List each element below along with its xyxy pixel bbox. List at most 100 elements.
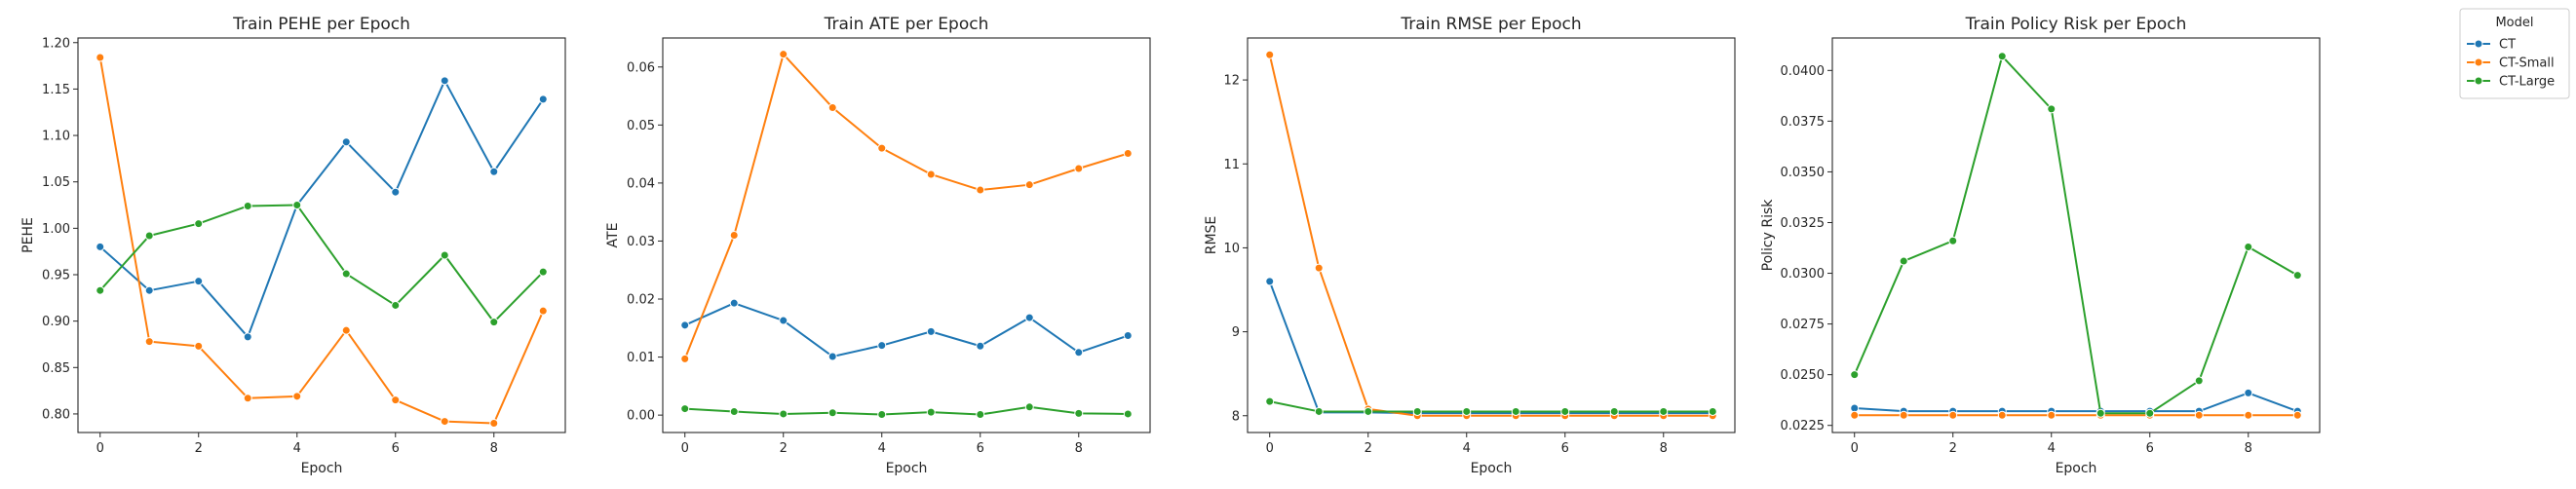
data-point-ct-small bbox=[1899, 410, 1908, 420]
data-point-ct-large bbox=[1511, 406, 1520, 416]
chart-panel-3: 0 2 4 6 8 8 9 10 11 12 Train RMSE per Epoch Epoch RM… bbox=[1204, 15, 1736, 476]
data-point-ct bbox=[96, 242, 105, 251]
legend-label-ct-small: CT-Small bbox=[2499, 56, 2555, 71]
data-point-ct-large bbox=[680, 404, 690, 414]
series-line-ct-small bbox=[1268, 55, 1713, 417]
data-point-ct-small bbox=[144, 337, 154, 347]
data-point-ct-large bbox=[1708, 406, 1717, 416]
data-point-ct-large bbox=[2145, 408, 2155, 418]
chart-panel-1: 0 2 4 6 8 0.80 0.85 0.90 0.95 1.00 1.05 1.10 1.15 1.2… bbox=[20, 15, 566, 476]
y-axis-label: ATE bbox=[605, 223, 621, 248]
y-tick-label: 0.0400 bbox=[1781, 64, 1826, 79]
x-tick-label: 0 bbox=[96, 441, 104, 456]
data-point-ct-large bbox=[194, 219, 204, 229]
data-point-ct-large bbox=[341, 269, 351, 279]
data-point-ct-large bbox=[2194, 376, 2204, 386]
axes-frame bbox=[1247, 37, 1736, 433]
y-tick-label: 0.0250 bbox=[1781, 368, 1826, 383]
data-point-ct-large bbox=[1412, 406, 1422, 416]
chart-title: Train RMSE per Epoch bbox=[1400, 15, 1581, 34]
legend-label-ct-large: CT-Large bbox=[2499, 75, 2555, 90]
data-point-ct bbox=[440, 76, 449, 86]
data-point-ct-large bbox=[243, 201, 252, 210]
data-point-ct-large bbox=[2047, 104, 2057, 114]
data-point-ct-small bbox=[1024, 180, 1034, 190]
data-point-ct-large bbox=[1948, 236, 1958, 245]
x-tick-label: 0 bbox=[1266, 441, 1274, 456]
data-point-ct bbox=[729, 298, 739, 308]
y-tick-label: 0.95 bbox=[42, 269, 70, 283]
x-tick-label: 8 bbox=[490, 441, 498, 456]
data-point-ct-small bbox=[341, 325, 351, 335]
data-point-ct-large bbox=[926, 407, 936, 417]
y-axis-label: RMSE bbox=[1204, 216, 1219, 255]
data-point-ct bbox=[1024, 313, 1034, 322]
data-point-ct-small bbox=[976, 185, 985, 195]
data-point-ct-small bbox=[2292, 410, 2302, 420]
legend-marker-ct-large bbox=[2474, 76, 2483, 86]
y-tick-label: 1.00 bbox=[42, 222, 70, 237]
data-point-ct bbox=[779, 316, 788, 325]
data-point-ct-large bbox=[1123, 409, 1133, 419]
series-line-ct-small bbox=[683, 53, 1129, 359]
axes-frame bbox=[1831, 37, 2321, 433]
y-tick-label: 0.05 bbox=[627, 119, 655, 133]
y-tick-label: 1.20 bbox=[42, 36, 70, 51]
x-tick-label: 2 bbox=[1949, 441, 1957, 456]
x-tick-label: 6 bbox=[977, 441, 984, 456]
data-point-ct-large bbox=[2095, 408, 2105, 418]
data-point-ct bbox=[391, 187, 401, 197]
data-point-ct-small bbox=[729, 231, 739, 240]
data-point-ct-large bbox=[1265, 396, 1275, 406]
y-tick-label: 0.90 bbox=[42, 315, 70, 329]
y-tick-label: 1.10 bbox=[42, 130, 70, 144]
series-line-ct-small bbox=[98, 56, 545, 425]
y-tick-label: 0.0275 bbox=[1781, 318, 1826, 332]
legend-title: Model bbox=[2495, 16, 2533, 30]
data-point-ct bbox=[489, 167, 499, 176]
x-tick-label: 0 bbox=[681, 441, 689, 456]
y-tick-label: 0.0350 bbox=[1781, 166, 1826, 180]
plot-area bbox=[1832, 38, 2320, 433]
data-point-ct-large bbox=[1659, 406, 1669, 416]
data-point-ct bbox=[341, 137, 351, 147]
x-tick-label: 6 bbox=[392, 441, 400, 456]
data-point-ct bbox=[538, 94, 548, 104]
data-point-ct-large bbox=[1899, 256, 1908, 266]
data-point-ct bbox=[144, 285, 154, 295]
y-tick-label: 0.0300 bbox=[1781, 267, 1826, 282]
y-tick-label: 0.00 bbox=[627, 409, 655, 424]
legend-marker-ct-small bbox=[2474, 57, 2483, 67]
data-point-ct-small bbox=[926, 169, 936, 179]
chart-panel-4: 0 2 4 6 8 0.0225 0.0250 0.0275 0.0300 0.0325 0.035… bbox=[1760, 15, 2321, 476]
data-point-ct-small bbox=[2194, 410, 2204, 420]
y-tick-label: 0.85 bbox=[42, 361, 70, 376]
data-point-ct-large bbox=[729, 407, 739, 417]
plot-area bbox=[78, 38, 565, 433]
x-tick-label: 8 bbox=[2245, 441, 2252, 456]
series-line-ct bbox=[684, 302, 1129, 357]
data-point-ct bbox=[827, 352, 837, 361]
x-tick-label: 2 bbox=[1365, 441, 1372, 456]
x-tick-label: 2 bbox=[195, 441, 203, 456]
data-point-ct bbox=[926, 326, 936, 336]
x-axis-label: Epoch bbox=[1471, 461, 1513, 476]
x-axis-label: Epoch bbox=[301, 461, 343, 476]
data-point-ct bbox=[877, 341, 887, 351]
data-point-ct-large bbox=[1024, 402, 1034, 412]
y-tick-label: 1.15 bbox=[42, 83, 70, 97]
data-point-ct-large bbox=[1364, 406, 1373, 416]
data-point-ct bbox=[194, 277, 204, 286]
data-point-ct-large bbox=[2244, 242, 2253, 251]
data-point-ct bbox=[2244, 388, 2253, 397]
data-point-ct-small bbox=[96, 53, 105, 62]
legend-marker-ct bbox=[2474, 39, 2483, 49]
series-line-ct-large bbox=[1269, 400, 1713, 413]
y-tick-label: 0.0375 bbox=[1781, 115, 1826, 130]
data-point-ct-small bbox=[1123, 149, 1133, 159]
data-point-ct-large bbox=[292, 201, 302, 210]
y-tick-label: 0.80 bbox=[42, 407, 70, 422]
x-tick-label: 8 bbox=[1660, 441, 1668, 456]
data-point-ct-large bbox=[1997, 52, 2007, 61]
